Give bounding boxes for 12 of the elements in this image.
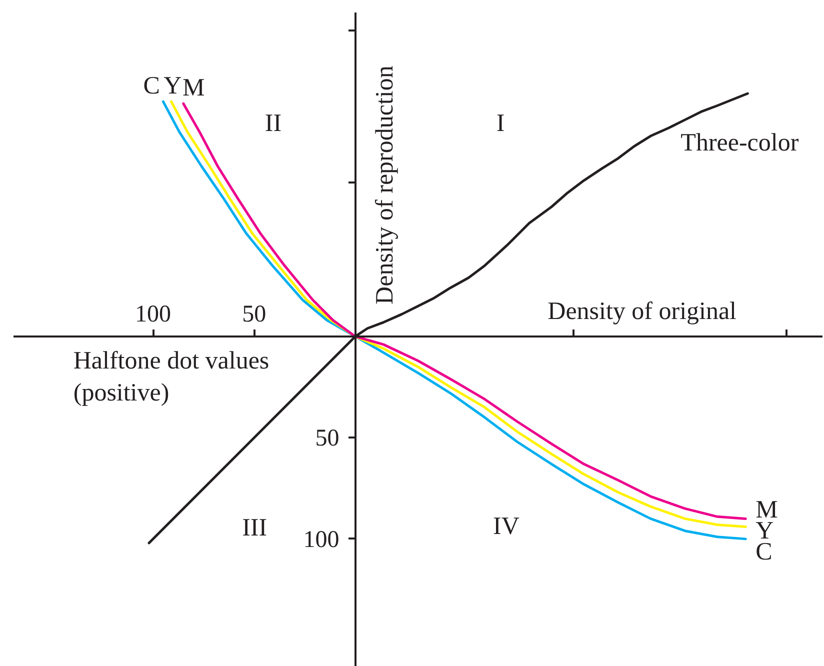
series-label: C [143,72,160,100]
x-axis-title: Density of original [548,298,737,325]
annotation: II [264,110,282,138]
y-axis-title: Density of reproduction [371,65,398,304]
annotation: IV [492,513,520,540]
text: C [756,538,772,566]
annotation: Halftone dot values (positive) [73,347,270,407]
series-label: Y [164,72,182,100]
annotation: III [242,514,268,542]
series-label: Three-color [680,129,800,156]
series-label: M [182,74,205,102]
annotation: I [496,110,505,138]
